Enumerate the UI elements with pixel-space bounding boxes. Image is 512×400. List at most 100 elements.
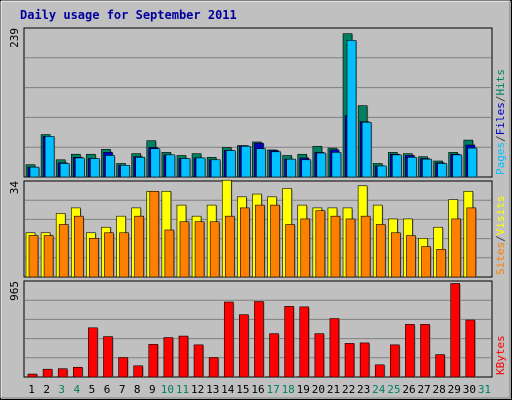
x-tick-label-day-19: 19 xyxy=(297,383,310,396)
bar-sites-day-20 xyxy=(315,210,326,278)
bar-sites-day-28 xyxy=(436,249,446,278)
x-tick-label-day-24: 24 xyxy=(372,383,386,396)
bar-kbytes-day-17 xyxy=(269,333,279,378)
legend-word: Pages xyxy=(494,142,507,175)
bar-sites-day-4 xyxy=(73,215,84,278)
bar-pages-day-1 xyxy=(29,166,40,178)
x-tick-label-day-16: 16 xyxy=(251,383,264,396)
legend-word: KBytes xyxy=(494,335,507,375)
bar-kbytes-day-21 xyxy=(329,318,340,378)
bar-sites-day-25 xyxy=(391,232,401,278)
x-tick-label-day-5: 5 xyxy=(89,383,96,396)
bar-pages-day-15 xyxy=(241,145,251,178)
legend-label-panel-0: Pages/Files/Hits xyxy=(494,69,507,175)
bar-pages-day-20 xyxy=(316,152,327,178)
x-tick-label-day-1: 1 xyxy=(28,383,35,396)
bar-pages-day-16 xyxy=(256,148,266,178)
panel-hits-files-pages: 239 xyxy=(8,27,493,178)
bar-sites-day-14 xyxy=(224,215,235,278)
bar-pages-day-28 xyxy=(437,163,447,178)
y-axis-max-label: 965 xyxy=(8,281,21,301)
bar-sites-day-5 xyxy=(89,237,99,278)
bar-pages-day-18 xyxy=(286,158,296,178)
x-tick-label-day-13: 13 xyxy=(206,383,219,396)
legend-label-panel-1: Sites/Visits xyxy=(494,196,507,276)
x-tick-label-day-18: 18 xyxy=(282,383,295,396)
legend-word: Files xyxy=(494,102,507,135)
bar-pages-day-2 xyxy=(44,136,55,178)
x-tick-label-day-22: 22 xyxy=(342,383,355,396)
bar-kbytes-day-1 xyxy=(27,373,38,378)
bar-kbytes-day-28 xyxy=(435,354,445,378)
bar-kbytes-day-4 xyxy=(72,366,83,378)
x-tick-label-day-9: 9 xyxy=(149,383,156,396)
bar-kbytes-day-13 xyxy=(208,357,219,378)
bar-pages-day-3 xyxy=(59,163,70,178)
bar-pages-day-9 xyxy=(150,148,161,178)
bar-pages-day-25 xyxy=(392,154,402,178)
bar-sites-day-23 xyxy=(360,215,371,278)
x-tick-label-day-8: 8 xyxy=(134,383,141,396)
bar-sites-day-16 xyxy=(255,204,265,278)
bar-kbytes-day-26 xyxy=(405,324,415,378)
bar-sites-day-21 xyxy=(330,215,341,278)
bar-kbytes-day-23 xyxy=(359,342,370,378)
x-tick-label-day-30: 30 xyxy=(463,383,476,396)
bar-kbytes-day-24 xyxy=(374,364,385,378)
bar-pages-day-27 xyxy=(422,158,432,178)
bar-sites-day-7 xyxy=(119,232,129,278)
x-tick-label-day-7: 7 xyxy=(119,383,126,396)
bar-pages-day-11 xyxy=(180,158,191,178)
bar-kbytes-day-7 xyxy=(118,357,128,378)
bar-pages-day-22 xyxy=(346,40,357,178)
x-tick-label-day-6: 6 xyxy=(104,383,111,396)
bar-sites-day-11 xyxy=(179,221,190,278)
x-tick-label-day-3: 3 xyxy=(58,383,65,396)
bar-kbytes-day-20 xyxy=(314,333,325,378)
panel-visits-sites: 34 xyxy=(8,179,493,278)
bar-sites-day-2 xyxy=(43,235,54,278)
x-tick-label-day-11: 11 xyxy=(176,383,189,396)
x-tick-label-day-10: 10 xyxy=(161,383,174,396)
bar-sites-day-3 xyxy=(58,224,69,278)
bar-sites-day-15 xyxy=(240,207,250,278)
bar-pages-day-30 xyxy=(467,147,478,178)
x-tick-label-day-28: 28 xyxy=(433,383,446,396)
bar-kbytes-day-11 xyxy=(178,335,189,378)
x-tick-label-day-14: 14 xyxy=(221,383,235,396)
side-legends: Pages/Files/Hits Sites/Visits KBytes xyxy=(494,69,507,375)
bar-sites-day-24 xyxy=(375,224,386,278)
bar-sites-day-8 xyxy=(134,215,144,278)
bar-sites-day-19 xyxy=(300,218,311,278)
bar-kbytes-day-8 xyxy=(133,365,143,378)
bar-pages-day-21 xyxy=(331,152,342,178)
legend-label-panel-2: KBytes xyxy=(494,335,507,375)
x-tick-label-day-21: 21 xyxy=(327,383,340,396)
bar-sites-day-29 xyxy=(451,218,462,278)
legend-word: / xyxy=(494,135,507,142)
bar-sites-day-18 xyxy=(285,224,295,278)
bar-kbytes-day-27 xyxy=(420,324,430,378)
bar-kbytes-day-29 xyxy=(450,283,461,378)
x-tick-label-day-20: 20 xyxy=(312,383,325,396)
bar-sites-day-27 xyxy=(421,246,431,278)
bar-kbytes-day-15 xyxy=(239,314,249,378)
bar-sites-day-30 xyxy=(466,207,477,278)
bar-sites-day-1 xyxy=(28,235,39,278)
bar-kbytes-day-9 xyxy=(148,344,159,378)
bar-kbytes-day-12 xyxy=(193,344,204,378)
legend-word: Sites xyxy=(494,242,507,275)
x-tick-label-day-12: 12 xyxy=(191,383,204,396)
x-tick-label-day-2: 2 xyxy=(43,383,50,396)
x-tick-label-day-17: 17 xyxy=(266,383,279,396)
bar-sites-day-26 xyxy=(406,235,416,278)
bar-kbytes-day-6 xyxy=(103,336,113,378)
bar-kbytes-day-25 xyxy=(390,344,400,378)
x-axis-labels: 1 2 3 4 5 6 7 8 9 10 11 12 13 14 15 16 17 18 19 20 21 22 23 24 2… xyxy=(28,383,491,396)
x-tick-label-day-15: 15 xyxy=(236,383,249,396)
bar-kbytes-day-19 xyxy=(299,306,310,378)
x-tick-label-day-23: 23 xyxy=(357,383,370,396)
bar-kbytes-day-30 xyxy=(465,319,476,378)
bar-pages-day-10 xyxy=(165,154,176,178)
bar-kbytes-day-5 xyxy=(88,327,98,378)
